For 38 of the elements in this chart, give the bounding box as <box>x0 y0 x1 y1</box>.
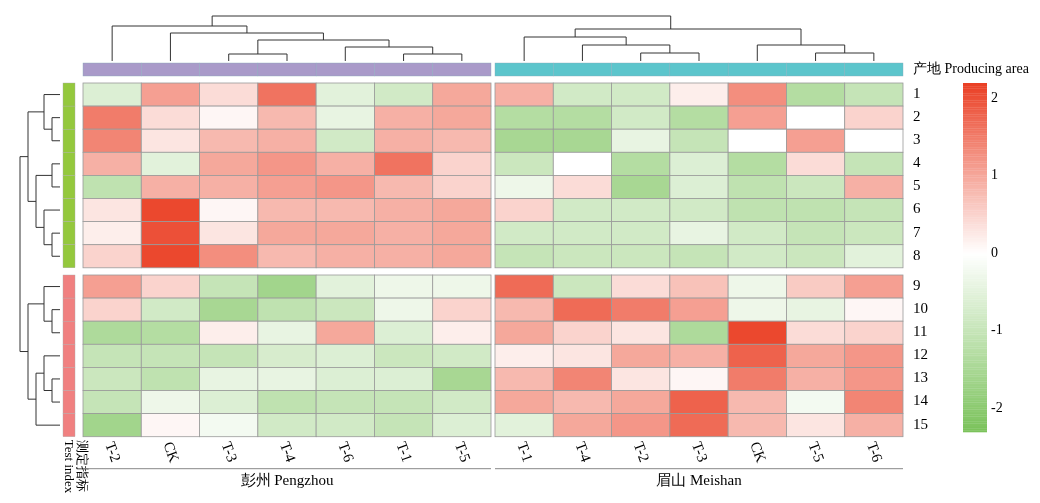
y-tick-label: 11 <box>913 323 928 340</box>
y-tick-label: 2 <box>913 108 921 125</box>
color-bar-label: 0 <box>991 244 998 260</box>
text: 彭州 Pengzhou <box>240 471 334 488</box>
x-tick-label: T-3 <box>688 439 711 464</box>
color-bar-label: -1 <box>991 322 1003 338</box>
x-tick-label: T-4 <box>572 439 595 465</box>
y-tick-label: 14 <box>913 392 929 409</box>
y-tick-label: 9 <box>913 276 921 293</box>
y-tick-label: 12 <box>913 346 928 363</box>
color-bar-label: 1 <box>991 167 998 183</box>
x-tick-label: CK <box>747 439 770 465</box>
y-axis-title: 测定指标 Test index <box>62 439 90 494</box>
y-tick-label: 10 <box>913 300 928 317</box>
x-tick-label: T-4 <box>276 439 300 465</box>
y-tick-label: 5 <box>913 177 921 194</box>
y-tick-label: 6 <box>913 200 921 217</box>
x-tick-label: T-5 <box>451 439 474 464</box>
y-tick-label: 1 <box>913 84 921 101</box>
x-tick-label: T-3 <box>218 439 241 464</box>
x-tick-label: T-1 <box>514 439 537 464</box>
x-tick-label: T-5 <box>805 439 828 464</box>
text: 产地 Producing area <box>913 61 1030 77</box>
y-tick-label: 4 <box>913 154 921 171</box>
x-tick-label: CK <box>160 439 183 465</box>
x-tick-label: T-2 <box>102 439 125 464</box>
x-tick-label: T-1 <box>393 439 416 464</box>
x-tick-label: T-2 <box>630 439 653 464</box>
y-tick-label: 8 <box>913 246 921 263</box>
text: 眉山 Meishan <box>656 471 743 488</box>
x-tick-label: T-6 <box>863 439 886 465</box>
y-tick-label: 13 <box>913 369 928 386</box>
y-tick-label: 3 <box>913 131 921 148</box>
color-bar-label: -2 <box>991 399 1003 415</box>
y-tick-label: 7 <box>913 223 921 240</box>
color-bar-label: 2 <box>991 89 998 105</box>
x-tick-label: T-6 <box>335 439 358 465</box>
y-tick-label: 15 <box>913 415 928 432</box>
